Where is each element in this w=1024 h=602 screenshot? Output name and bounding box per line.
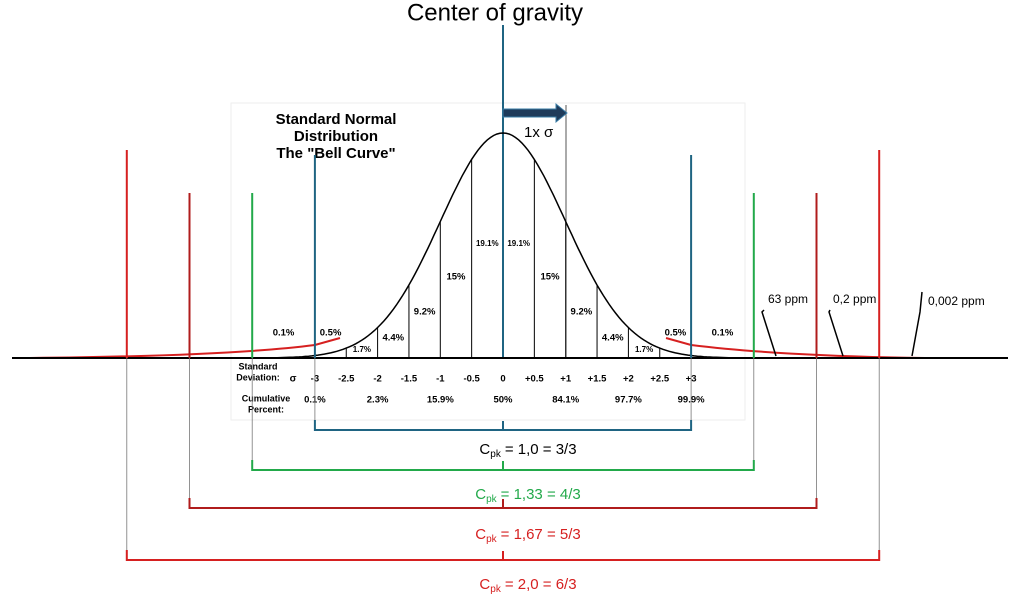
segment-label: 4.4% (602, 333, 624, 344)
ppm-leader (911, 291, 923, 357)
cpk-label: Cpk = 1,33 = 4/3 (475, 486, 580, 505)
cpk-subscript: pk (490, 449, 502, 460)
title: Center of gravity (407, 0, 583, 26)
segment-label: 9.2% (414, 307, 436, 318)
axis-tick: +2.5 (650, 374, 669, 385)
axis-tick: +1.5 (588, 374, 607, 385)
cumulative-label: Cumulative (242, 393, 291, 403)
axis-label: Standard (238, 361, 277, 371)
segment-label: 4.4% (382, 333, 404, 344)
inset-title: Standard Normal (276, 111, 397, 128)
cpk-symbol: C (475, 486, 486, 503)
cpk-symbol: C (475, 526, 486, 543)
cpk-expression: = 1,0 = 3/3 (505, 441, 577, 458)
ppm-label: 0,2 ppm (833, 292, 876, 306)
axis-tick: -2.5 (338, 374, 355, 385)
segment-label: 0.1% (273, 328, 295, 339)
sigma-note: 1x σ (524, 124, 554, 141)
segment-label: 15% (446, 272, 466, 283)
bell-curve (277, 132, 729, 359)
bracket (188, 498, 818, 509)
cpk-subscript: pk (486, 494, 498, 505)
bracket (251, 460, 755, 471)
segment-label: 0.1% (712, 328, 734, 339)
cumulative-value: 97.7% (615, 395, 642, 406)
cpk-label: Cpk = 1,0 = 3/3 (479, 441, 576, 460)
axis-tick: +1 (560, 374, 572, 385)
axis-tick: 0 (500, 374, 505, 385)
segment-label: 0.5% (320, 328, 342, 339)
ppm-label: 63 ppm (768, 292, 808, 306)
cumulative-value: 50% (493, 395, 513, 406)
axis-tick: +2 (623, 374, 634, 385)
axis-tick: -1 (436, 374, 445, 385)
cpk-expression: = 1,33 = 4/3 (501, 486, 581, 503)
axis-tick: +0.5 (525, 374, 544, 385)
cpk-label: Cpk = 1,67 = 5/3 (475, 526, 580, 545)
bracket (125, 550, 881, 561)
segment-label: 1.7% (353, 345, 371, 354)
bracket (313, 420, 693, 431)
segment-label: 19.1% (507, 239, 530, 248)
cumulative-value: 2.3% (367, 395, 389, 406)
cumulative-value: 84.1% (552, 395, 579, 406)
cpk-symbol: C (479, 576, 490, 593)
inset-title: The "Bell Curve" (276, 145, 395, 162)
axis-tick: -2 (373, 374, 381, 385)
axis-tick: -1.5 (401, 374, 418, 385)
ppm-leader (828, 309, 844, 357)
cumulative-value: 15.9% (427, 395, 454, 406)
cpk-label: Cpk = 2,0 = 6/3 (479, 576, 576, 595)
cpk-subscript: pk (486, 534, 498, 545)
ppm-leader (761, 309, 777, 357)
ppm-label: 0,002 ppm (928, 294, 985, 308)
inset-title: Distribution (294, 128, 378, 145)
axis-symbol: σ (290, 374, 297, 385)
segment-label: 1.7% (635, 345, 653, 354)
segment-label: 0.5% (665, 328, 687, 339)
segment-label: 9.2% (571, 307, 593, 318)
axis-label: Deviation: (236, 372, 280, 382)
cpk-expression: = 1,67 = 5/3 (501, 526, 581, 543)
segment-label: 19.1% (476, 239, 499, 248)
cpk-expression: = 2,0 = 6/3 (505, 576, 577, 593)
cumulative-label: Percent: (248, 404, 284, 414)
segment-label: 15% (541, 272, 561, 283)
inset-frame (230, 102, 746, 421)
cpk-subscript: pk (490, 584, 502, 595)
cpk-symbol: C (479, 441, 490, 458)
axis-tick: -0.5 (463, 374, 480, 385)
shift-arrow (502, 102, 568, 124)
